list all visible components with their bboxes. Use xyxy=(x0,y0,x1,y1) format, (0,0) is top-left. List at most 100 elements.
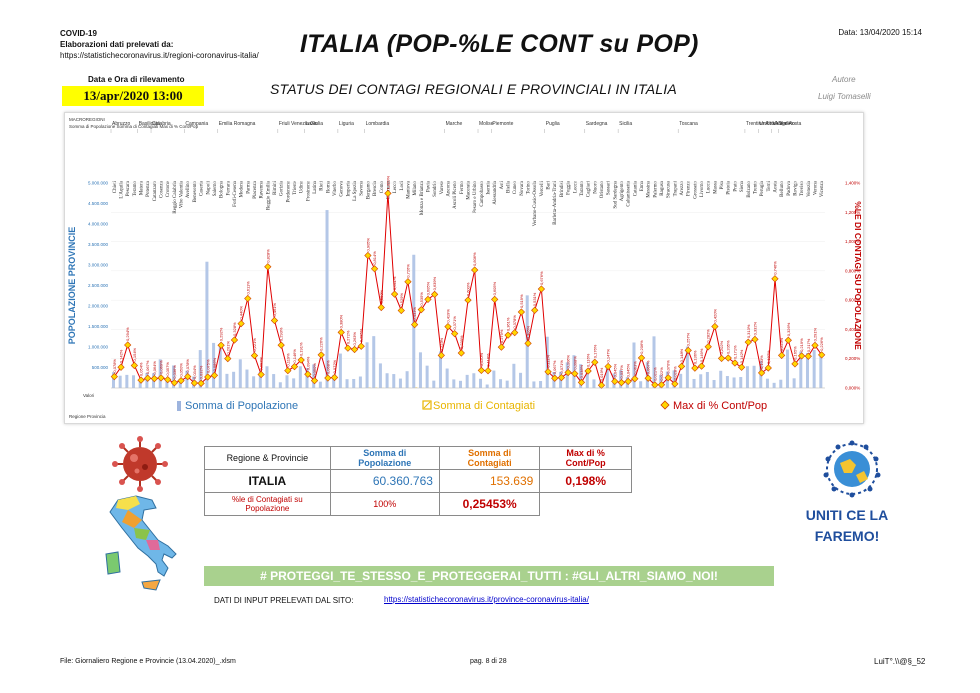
right-axis-tick: 0,600% xyxy=(845,298,860,303)
summary-italia-row: ITALIA 60.360.763 153.639 0,198% xyxy=(204,469,632,493)
pct-marker xyxy=(604,362,612,371)
province-label: Reggio Emilia xyxy=(266,180,271,210)
province-label: Pescara xyxy=(126,180,131,196)
pct-data-label: 0,202% xyxy=(719,340,724,354)
population-bar xyxy=(452,379,456,388)
pct-marker xyxy=(117,363,125,371)
population-bar xyxy=(805,352,809,388)
province-label: Vicenza xyxy=(820,180,825,197)
province-label: Matera xyxy=(140,180,145,195)
population-bar xyxy=(398,378,402,388)
pct-data-label: 0,440% xyxy=(239,306,244,320)
population-bar xyxy=(278,382,282,388)
italy-map-icon xyxy=(105,495,177,591)
province-label: Grosseto xyxy=(693,181,698,199)
pct-data-label: 0,361% xyxy=(506,317,511,331)
population-bar xyxy=(258,372,262,388)
pct-data-label: 0,165% xyxy=(792,346,797,360)
source-url[interactable]: https://statistichecoronavirus.it/region… xyxy=(60,51,259,60)
left-axis-tick: 2.500.000 xyxy=(88,283,109,288)
province-label: Ragusa xyxy=(660,180,665,196)
pct-data-label: 0,146% xyxy=(292,349,297,363)
pct-data-label: 0,206% xyxy=(639,340,644,354)
province-label: Massa xyxy=(713,180,718,194)
pct-marker xyxy=(397,306,405,315)
population-bar xyxy=(772,382,776,388)
summary-header-pop: Somma di Popolazione xyxy=(329,446,440,470)
uniti-line1: UNITI CE LA xyxy=(805,507,889,523)
province-label: Brindisi xyxy=(560,180,565,197)
input-source-link[interactable]: https://statistichecoronavirus.it/provin… xyxy=(384,595,589,604)
pct-marker xyxy=(324,374,332,382)
population-bar xyxy=(185,370,189,388)
population-bar xyxy=(432,380,436,388)
pct-marker xyxy=(771,275,779,283)
pct-data-label: 0,064% xyxy=(152,361,157,375)
pct-data-label: 0,142% xyxy=(739,349,744,363)
summary-header-max: Max di % Cont/Pop xyxy=(539,446,632,470)
province-label: Crotone xyxy=(166,180,171,197)
pct-data-label: 0,828% xyxy=(265,249,270,263)
pct-data-label: 0,313% xyxy=(746,324,751,338)
pct-marker xyxy=(744,338,752,346)
pct-data-label: 0,094% xyxy=(305,356,310,370)
region-label: Puglia xyxy=(546,121,560,127)
pct-data-label: 0,019% xyxy=(599,367,604,381)
right-axis-tick: 1,400% xyxy=(845,181,860,186)
pct-data-label: 0,071% xyxy=(559,360,564,374)
province-label: Ferrara xyxy=(226,180,231,195)
pct-marker xyxy=(184,372,192,381)
pct-data-label: 0,171% xyxy=(732,345,737,359)
region-label: Valle d'Aosta xyxy=(773,121,802,127)
population-bar xyxy=(692,378,696,388)
pct-marker xyxy=(337,328,345,336)
province-label: Imperia xyxy=(346,180,351,196)
author-name: Luigi Tomaselli xyxy=(818,92,871,101)
province-label: Milano xyxy=(413,181,418,196)
region-label: Toscana xyxy=(679,121,698,127)
pct-data-label: 0,036% xyxy=(172,365,177,379)
pct-data-label: 0,461% xyxy=(272,302,277,316)
province-label: Catania xyxy=(633,180,638,196)
pct-marker xyxy=(784,336,792,344)
left-axis-tick: 3.500.000 xyxy=(88,242,109,247)
pct-marker xyxy=(571,370,579,378)
pct-marker xyxy=(597,381,606,389)
summary-table: Regione & Provincie Somma di Popolazione… xyxy=(204,446,632,516)
population-bar xyxy=(819,352,823,388)
pct-marker xyxy=(177,377,185,385)
pct-data-label: 0,726% xyxy=(405,264,410,278)
province-label: Trieste xyxy=(293,180,298,194)
pct-marker xyxy=(424,295,432,304)
pct-marker xyxy=(250,352,259,360)
population-bar xyxy=(445,368,449,388)
province-label: Caltanissetta xyxy=(627,180,632,206)
summary-pct-row: %le di Contagiati su Popolazione 100% 0,… xyxy=(204,492,632,516)
pct-marker xyxy=(444,323,452,331)
population-bar xyxy=(499,379,503,388)
population-bar xyxy=(392,374,396,388)
pct-marker xyxy=(437,351,445,359)
pct-marker xyxy=(350,345,359,354)
pct-data-label: 0,092% xyxy=(259,357,264,371)
population-bar xyxy=(305,367,309,388)
pct-data-label: 0,154% xyxy=(132,347,137,361)
pct-data-label: 0,078% xyxy=(112,359,117,373)
population-bar xyxy=(605,367,609,388)
pct-data-label: 0,148% xyxy=(679,348,684,362)
population-bar xyxy=(492,370,496,388)
pct-data-label: 0,034% xyxy=(192,365,197,379)
population-bar xyxy=(345,379,349,388)
globe-people-icon xyxy=(823,440,881,498)
pct-marker xyxy=(370,265,379,273)
province-label: Pisa xyxy=(720,180,725,189)
population-bar xyxy=(212,342,216,388)
pct-data-label: 0,119% xyxy=(285,353,290,367)
population-bar xyxy=(685,346,689,388)
population-bar xyxy=(138,380,142,388)
pct-marker xyxy=(577,378,586,387)
label-macroregioni: MACROREGIONI xyxy=(69,117,105,122)
population-bar xyxy=(218,346,222,388)
pct-data-label: 0,326% xyxy=(786,322,791,336)
province-label: Nuoro xyxy=(593,181,598,194)
